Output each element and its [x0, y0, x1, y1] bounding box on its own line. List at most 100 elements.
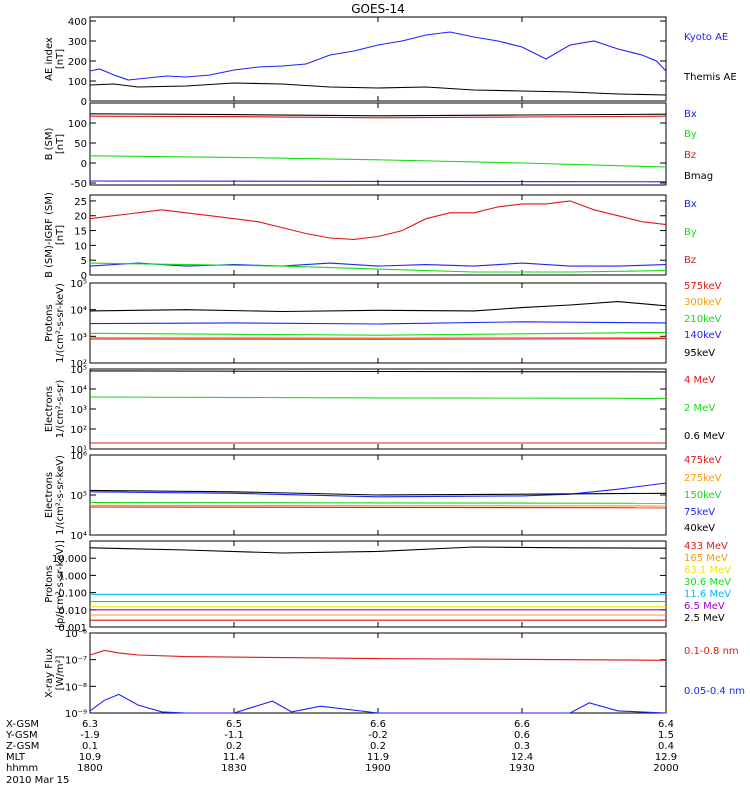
y-tick-label: 0.010 [58, 606, 87, 617]
series-line-kyoto-ae [89, 31, 667, 81]
y-axis-label-line: 1/(cm²-s-sr-keV) [55, 455, 66, 535]
y-axis-label: Electrons1/(cm²-s-sr) [44, 380, 66, 439]
legend-entry: Bz [684, 150, 696, 161]
panel-frame [89, 368, 667, 450]
x-tick-label: 2000 [653, 763, 678, 774]
series-line-575kev [89, 338, 667, 340]
x-tick-label: 1.5 [658, 730, 674, 741]
y-tick-label: 0.001 [58, 623, 87, 634]
series-line-bx [89, 262, 667, 267]
series-line-2-mev [89, 396, 667, 399]
series-line-2-5-mev [89, 546, 667, 554]
x-tick-label: -0.2 [368, 730, 388, 741]
legend-entry: Bx [684, 109, 697, 120]
panel-frame [89, 632, 667, 714]
y-tick-label: 10⁵ [70, 279, 87, 290]
y-axis-label-line: [W/m²] [55, 655, 66, 690]
series-line-210kev [89, 331, 667, 336]
x-tick-label: 12.4 [511, 752, 533, 763]
x-tick-label: -1.1 [224, 730, 244, 741]
y-tick-label: 0 [81, 97, 87, 108]
y-tick-label: 0 [81, 159, 87, 170]
series-line-275kev [89, 504, 667, 507]
x-axis-row-label: MLT [6, 752, 26, 763]
series-line-by [89, 155, 667, 168]
series-line-0-05-0-4-nm [89, 693, 667, 714]
legend-entry: 40keV [684, 523, 715, 534]
y-tick-label: 10² [70, 359, 87, 370]
legend-entry: 11.6 MeV [684, 589, 731, 600]
x-tick-label: 11.9 [367, 752, 389, 763]
panel-3: 0 5 10 15 20 25 B (SM)-IGRF (SM)[nT] Bx By Bz [44, 192, 697, 282]
x-tick-label: 6.5 [226, 719, 242, 730]
legend-entry: By [684, 227, 697, 238]
y-axis-label: X-ray Flux[W/m²] [44, 648, 66, 698]
y-tick-label: 10.000 [52, 554, 87, 565]
legend-entry: Bmag [684, 171, 713, 182]
y-axis-label-line: Protons [44, 565, 55, 602]
legend-entry: 433 MeV [684, 541, 728, 552]
x-tick-label: 0.4 [658, 741, 674, 752]
y-axis-label-line: X-ray Flux [44, 648, 55, 698]
legend-entry: 2 MeV [684, 403, 715, 414]
y-tick-label: 10⁵ [70, 491, 87, 502]
y-tick-label: -50 [71, 179, 87, 190]
legend-entry: 275keV [684, 473, 722, 484]
y-tick-label: 10⁶ [70, 451, 87, 462]
y-tick-label: 400 [68, 17, 87, 28]
y-tick-label: 10⁻⁹ [65, 709, 87, 720]
x-axis-row-label: X-GSM [6, 719, 39, 730]
series-line-150kev [89, 501, 667, 504]
y-tick-label: 100 [68, 119, 87, 130]
series-line-140kev [89, 321, 667, 325]
y-tick-label: 0.100 [58, 589, 87, 600]
panel-4: 10² 10³ 10⁴ 10⁵ Protons1/(cm²-s-sr-keV) 575ke… [44, 279, 722, 370]
series-line-bz [89, 200, 667, 240]
x-tick-label: 1900 [365, 763, 390, 774]
legend-entry: 95keV [684, 348, 715, 359]
x-tick-label: 6.4 [658, 719, 674, 730]
y-tick-label: 10⁻⁶ [65, 629, 87, 640]
y-axis-label-line: [nT] [55, 225, 66, 245]
y-axis-label-line: 1/(cm²-s-sr) [55, 380, 66, 439]
x-axis-row-label: hhmm [6, 763, 38, 774]
panel-7: 0.001 0.010 0.100 1.000 10.000Protons[p/(cm²… [44, 540, 731, 634]
y-axis-label-line: 1/(cm²-s-sr-keV) [55, 283, 66, 363]
x-tick-label: 12.9 [655, 752, 677, 763]
x-tick-label: 11.4 [223, 752, 245, 763]
y-axis-label-line: Protons [44, 304, 55, 341]
legend-entry: Kyoto AE [684, 32, 728, 43]
x-tick-label: 10.9 [79, 752, 101, 763]
legend-entry: Bz [684, 255, 696, 266]
x-tick-label: -1.9 [80, 730, 100, 741]
y-axis-label: Protons[p/(cm²-s-sr-keV)] [44, 540, 66, 628]
x-axis-row-label: Y-GSM [5, 730, 38, 741]
series-line-300kev [89, 336, 667, 339]
y-tick-label: 1.000 [58, 571, 87, 582]
series-line-bx [89, 180, 667, 183]
y-tick-label: 10⁴ [70, 531, 87, 542]
x-axis-row-label: 2010 Mar 15 [6, 775, 69, 786]
y-tick-label: 10 [74, 241, 87, 252]
legend-entry: 63.1 MeV [684, 565, 731, 576]
y-tick-label: 15 [74, 227, 87, 238]
panel-6: 10⁴ 10⁵ 10⁶ Electrons1/(cm²-s-sr-keV) 475keV… [44, 451, 722, 542]
panel-frame [89, 540, 667, 628]
x-tick-label: 6.3 [82, 719, 98, 730]
legend-entry: 30.6 MeV [684, 577, 731, 588]
legend-entry: 0.6 MeV [684, 431, 725, 442]
legend-entry: 475keV [684, 455, 722, 466]
y-axis-label: Electrons1/(cm²-s-sr-keV) [44, 455, 66, 535]
y-tick-label: 100 [68, 77, 87, 88]
y-tick-label: 25 [74, 197, 87, 208]
x-tick-label: 0.6 [514, 730, 530, 741]
series-line-themis-ae [89, 82, 667, 96]
series-line-0-1-0-8-nm [89, 649, 667, 661]
x-tick-label: 0.2 [370, 741, 386, 752]
legend-entry: 0.05-0.4 nm [684, 686, 745, 697]
legend-entry: Bx [684, 199, 697, 210]
y-tick-label: 5 [81, 256, 87, 267]
